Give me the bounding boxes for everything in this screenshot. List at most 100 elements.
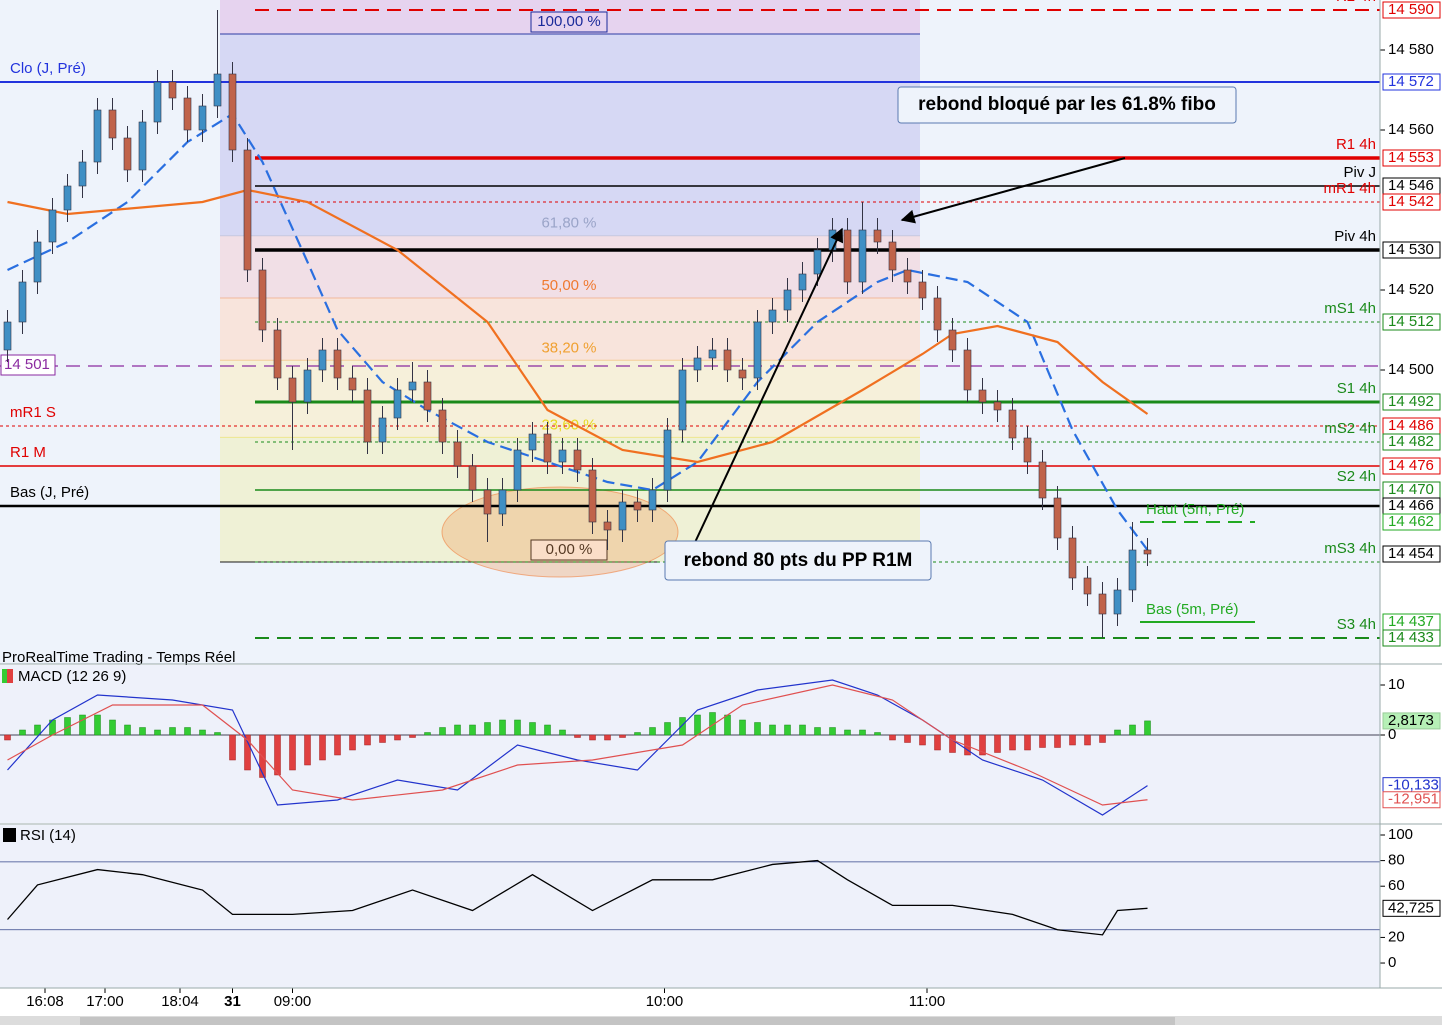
candle-body	[753, 321, 762, 379]
y-tick-label: 14 580	[1388, 41, 1434, 58]
candle-body	[198, 105, 207, 131]
histogram-bar	[394, 734, 401, 741]
candle-body	[588, 469, 597, 523]
histogram-bar	[214, 732, 221, 736]
candle-body	[603, 521, 612, 531]
candle-body	[498, 489, 507, 515]
value-label: 14 462	[1388, 513, 1434, 530]
histogram-bar	[1114, 729, 1121, 736]
histogram-bar	[439, 727, 446, 736]
value-box	[1382, 313, 1441, 331]
candle-body	[723, 349, 732, 371]
fib-label: 38,20 %	[541, 339, 596, 356]
candle-body	[168, 81, 177, 99]
x-tick-label: 11:00	[909, 993, 945, 1010]
indicator-line	[7, 859, 1148, 936]
histogram-bar	[139, 727, 146, 736]
y-tick-label: 20	[1388, 928, 1405, 945]
level-name: S1 4h	[1337, 380, 1376, 397]
histogram-bar	[559, 729, 566, 736]
histogram-bar	[469, 724, 476, 736]
y-tick-label: 14 560	[1388, 121, 1434, 138]
value-label: 14 501	[4, 356, 50, 373]
histogram-bar	[904, 734, 911, 743]
arrow	[689, 227, 843, 554]
level-name: R1 4h	[1336, 136, 1376, 153]
histogram-bar	[409, 734, 416, 738]
candle-body	[888, 241, 897, 271]
histogram-bar	[604, 734, 611, 741]
histogram-bar	[649, 727, 656, 736]
note-box	[664, 540, 932, 581]
level-name: mS1 4h	[1324, 300, 1376, 317]
y-tick-label: 100	[1388, 826, 1413, 843]
candle-body	[1128, 549, 1137, 591]
histogram-bar	[229, 734, 236, 761]
histogram-bar	[574, 734, 581, 738]
histogram-bar	[739, 719, 746, 736]
candle-body	[3, 321, 12, 351]
candle-body	[768, 309, 777, 323]
y-tick-label: 0	[1388, 954, 1396, 971]
value-label: 14 482	[1388, 433, 1434, 450]
icon	[2, 669, 7, 683]
candle-body	[228, 73, 237, 151]
fib-label: 0,00 %	[546, 541, 593, 558]
histogram-bar	[1009, 734, 1016, 751]
x-tick-label: 31	[224, 993, 241, 1010]
histogram-bar	[499, 719, 506, 736]
histogram-bar	[79, 714, 86, 736]
candle-body	[288, 377, 297, 403]
value-label: 14 433	[1388, 629, 1434, 646]
value-label: 42,725	[1388, 899, 1434, 916]
candle-body	[1038, 461, 1047, 499]
candle-body	[678, 369, 687, 431]
candle-body	[78, 161, 87, 187]
candle-body	[303, 369, 312, 403]
candle-body	[843, 229, 852, 283]
x-tick-label: 09:00	[274, 993, 312, 1010]
candle-body	[33, 241, 42, 283]
value-box	[1382, 545, 1441, 563]
highlight	[441, 486, 679, 578]
candle-body	[48, 209, 57, 243]
histogram-bar	[484, 722, 491, 736]
value-label: -12,951	[1388, 791, 1439, 808]
level-name: S3 4h	[1337, 616, 1376, 633]
note: rebond 80 pts du PP R1M	[684, 550, 913, 571]
candle-body	[993, 401, 1002, 411]
scrollbar-thumb[interactable]	[80, 1017, 1175, 1025]
x-tick-label: 16:08	[26, 993, 64, 1010]
level-name: mS2 4h	[1324, 420, 1376, 437]
histogram-bar	[889, 734, 896, 741]
histogram-bar	[454, 724, 461, 736]
histogram-bar	[424, 732, 431, 736]
histogram-bar	[679, 717, 686, 736]
level-name: Bas (5m, Pré)	[1146, 601, 1239, 618]
histogram-bar	[1054, 734, 1061, 748]
candle-body	[1098, 593, 1107, 615]
value-label: 14 476	[1388, 457, 1434, 474]
value-label: 14 454	[1388, 545, 1434, 562]
histogram-bar	[694, 714, 701, 736]
level-name: Clo (J, Pré)	[10, 60, 86, 77]
candle-body	[708, 349, 717, 359]
candle-body	[618, 501, 627, 531]
candle-body	[1113, 589, 1122, 615]
value-box	[1382, 149, 1441, 167]
source-note: ProRealTime Trading - Temps Réel	[2, 649, 235, 666]
value-label: 14 542	[1388, 193, 1434, 210]
level-name: mR1 4h	[1323, 180, 1376, 197]
value-box	[1382, 433, 1441, 451]
value-box	[1382, 1, 1441, 19]
value-label: 14 590	[1388, 1, 1434, 18]
value-label: 14 466	[1388, 497, 1434, 514]
histogram-bar	[784, 724, 791, 736]
candle-body	[453, 441, 462, 467]
candle-body	[858, 229, 867, 283]
x-tick-label: 18:04	[161, 993, 199, 1010]
histogram-bar	[109, 719, 116, 736]
histogram-bar	[1024, 734, 1031, 751]
histogram-bar	[34, 724, 41, 736]
